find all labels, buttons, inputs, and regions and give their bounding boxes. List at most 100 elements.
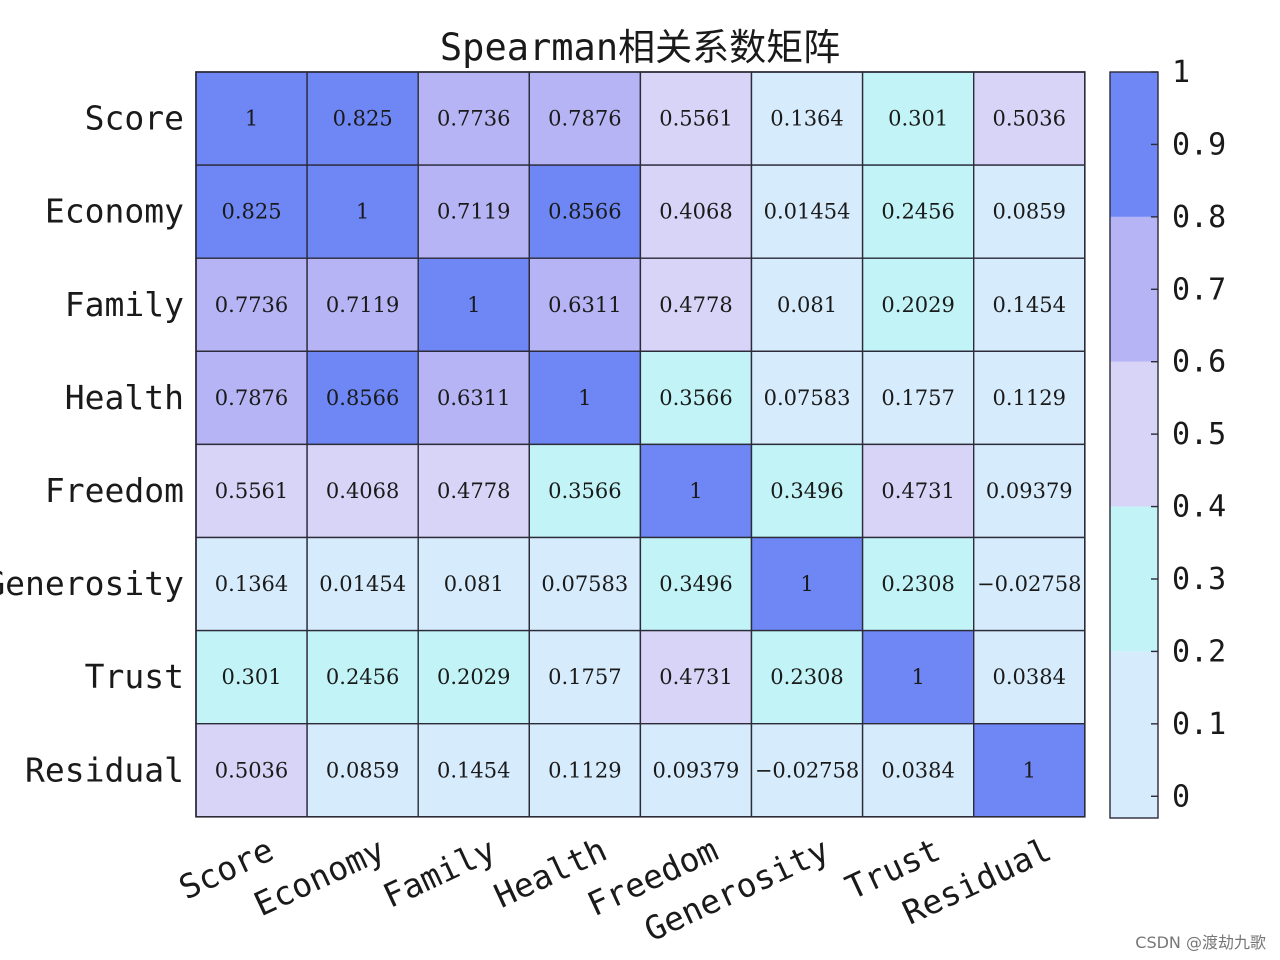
heatmap-cell: [417, 723, 531, 818]
cell-value-label: 0.1129: [993, 386, 1066, 410]
row-labels: Score Economy Family Health Freedom Generosit…: [0, 99, 184, 790]
heatmap-cell: [861, 350, 975, 446]
row-label: Trust: [85, 657, 184, 696]
cell-value-label: 0.3566: [659, 386, 732, 410]
cell-value-label: 0.7736: [437, 107, 510, 131]
cell-value-label: 0.2456: [881, 200, 954, 224]
heatmap-cell: [306, 164, 419, 259]
cell-value-label: 1: [467, 293, 480, 317]
watermark-text: CSDN @渡劫九歌: [1135, 933, 1266, 952]
colorbar-tick-label: 0.2: [1172, 634, 1226, 669]
cell-value-label: 0.4731: [659, 665, 732, 689]
column-label: Family: [377, 830, 502, 916]
cell-value-label: 0.081: [444, 572, 504, 596]
cell-value-label: 0.0384: [993, 665, 1066, 689]
colorbar-tick-label: 0.6: [1172, 345, 1226, 380]
heatmap-frame: [195, 71, 1086, 818]
heatmap-cell: [306, 257, 419, 353]
cell-value-label: 0.2029: [881, 293, 954, 317]
heatmap-cell: [417, 257, 531, 353]
heatmap-cell: [639, 723, 753, 818]
colorbar-tick-label: 0.3: [1172, 562, 1226, 597]
cell-value-label: 0.09379: [653, 758, 740, 782]
heatmap-cell: [417, 536, 531, 632]
cell-value-label: 0.07583: [541, 572, 628, 596]
cell-value-label: 0.5036: [215, 758, 288, 782]
heatmap-cell: [861, 536, 975, 632]
heatmap-cell: [861, 629, 975, 725]
heatmap-cell: [750, 71, 864, 166]
heatmap-cell: [973, 443, 1086, 539]
cell-value-label: 1: [356, 200, 369, 224]
cell-value-label: 0.01454: [764, 200, 851, 224]
row-label: Residual: [25, 750, 184, 789]
cell-value-label: 0.1757: [881, 386, 954, 410]
colorbar-frame: [1109, 71, 1159, 819]
cell-value-label: 0.0859: [993, 200, 1066, 224]
heatmap-cell: [973, 536, 1086, 632]
cell-value-label: 0.7876: [548, 107, 621, 131]
cell-value-label: 0.3496: [770, 479, 843, 503]
cell-value-label: 0.1129: [548, 758, 621, 782]
cell-value-label: 0.5036: [993, 107, 1066, 131]
cell-value-label: 1: [911, 665, 924, 689]
row-label: Health: [65, 378, 184, 417]
colorbar-tick-label: 0.1: [1172, 707, 1226, 742]
cell-value-label: 1: [1023, 758, 1036, 782]
heatmap-cell: [528, 350, 642, 446]
heatmap-cell: [639, 71, 753, 166]
heatmap-cell: [973, 723, 1086, 818]
heatmap-cell: [528, 443, 642, 539]
cell-value-label: 0.7119: [437, 200, 510, 224]
cell-value-label: 0.2308: [881, 572, 954, 596]
cell-value-label: 0.2029: [437, 665, 510, 689]
row-label: Family: [65, 285, 184, 324]
colorbar-tick-label: 0.5: [1172, 417, 1226, 452]
heatmap-cell: [195, 350, 308, 446]
cell-value-label: 0.3496: [659, 572, 732, 596]
heatmap-cell: [417, 350, 531, 446]
cell-value-label: −0.02758: [977, 572, 1081, 596]
colorbar-tick-label: 0.8: [1172, 200, 1226, 235]
heatmap-cell: [306, 536, 419, 632]
cell-value-label: 0.6311: [437, 386, 510, 410]
heatmap-cell: [639, 536, 753, 632]
heatmap-cell: [195, 71, 308, 166]
heatmap-cell: [750, 629, 864, 725]
cell-value-label: 0.01454: [319, 572, 406, 596]
cell-value-label: 0.4778: [437, 479, 510, 503]
cell-value-label: 0.6311: [548, 293, 621, 317]
cell-value-label: 0.1364: [770, 107, 843, 131]
cell-value-label: 0.1454: [993, 293, 1066, 317]
cell-value-label: 0.825: [221, 200, 281, 224]
cell-value-label: 0.4068: [326, 479, 399, 503]
cell-value-label: 0.4778: [659, 293, 732, 317]
heatmap-cell: [973, 71, 1086, 166]
colorbar-segment: [1110, 216, 1158, 362]
heatmap-cell: [861, 443, 975, 539]
heatmap-cell: [750, 443, 864, 539]
cell-value-label: 0.2456: [326, 665, 399, 689]
colorbar: 0 0.1 0.2 0.3 0.4 0.5 0.6 0.7 0.8 0.9 1: [1109, 55, 1226, 819]
heatmap-cell: [861, 257, 975, 353]
row-label: Economy: [45, 192, 184, 231]
colorbar-segment: [1110, 506, 1158, 652]
cell-value-label: 0.3566: [548, 479, 621, 503]
heatmap-cell: [528, 257, 642, 353]
colorbar-segment: [1110, 361, 1158, 507]
cell-value-label: 1: [578, 386, 591, 410]
cell-value-label: 0.5561: [659, 107, 732, 131]
cell-value-label: 0.2308: [770, 665, 843, 689]
heatmap-cell: [528, 71, 642, 166]
cell-value-label: 1: [689, 479, 702, 503]
cell-value-label: 0.301: [221, 665, 281, 689]
heatmap-cell: [417, 629, 531, 725]
cell-value-label: 0.0859: [326, 758, 399, 782]
cell-value-label: 1: [245, 107, 258, 131]
heatmap-cell: [639, 629, 753, 725]
cell-value-label: 0.1757: [548, 665, 621, 689]
heatmap-cell: [639, 350, 753, 446]
cell-value-label: 0.4731: [881, 479, 954, 503]
colorbar-segment: [1110, 651, 1158, 818]
heatmap-cell: [973, 164, 1086, 259]
